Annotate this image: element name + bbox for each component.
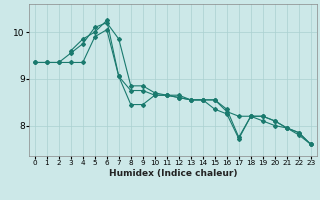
X-axis label: Humidex (Indice chaleur): Humidex (Indice chaleur) (108, 169, 237, 178)
